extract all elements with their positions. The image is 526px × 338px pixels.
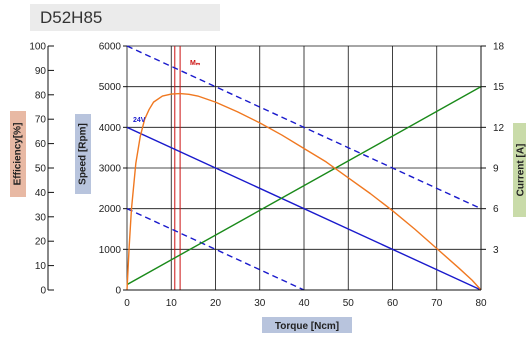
efficiency-tick-label: 40 bbox=[35, 188, 47, 199]
x-tick-label: 60 bbox=[387, 298, 399, 309]
voltage-annotation: 24V bbox=[133, 117, 146, 124]
torque-axis-label-bg bbox=[262, 317, 352, 333]
efficiency-axis-label: Efficiency[%] bbox=[13, 123, 24, 186]
max-efficiency-annotation: Mₘ bbox=[190, 60, 201, 67]
x-tick-label: 30 bbox=[254, 298, 266, 309]
speed-tick-label: 4000 bbox=[99, 123, 122, 134]
speed_upper-line bbox=[126, 45, 482, 210]
x-tick-label: 40 bbox=[298, 298, 310, 309]
x-tick-label: 50 bbox=[343, 298, 355, 309]
speed-axis-label: Speed [Rpm] bbox=[78, 123, 89, 185]
x-tick-label: 10 bbox=[166, 298, 178, 309]
efficiency-tick-label: 0 bbox=[40, 286, 46, 297]
speed_24v-line bbox=[126, 126, 482, 291]
speed-tick-label: 0 bbox=[115, 286, 121, 297]
x-tick-label: 20 bbox=[210, 298, 222, 309]
efficiency-tick-label: 50 bbox=[35, 164, 47, 175]
efficiency-tick-label: 60 bbox=[35, 139, 47, 150]
labels-layer: 0 10 20 30 40 50 60 70 8001000200030004000500060… bbox=[10, 42, 526, 333]
current-axis-label: Current [A] bbox=[516, 144, 526, 197]
data-lines bbox=[126, 45, 482, 291]
speed-tick-label: 5000 bbox=[99, 82, 122, 93]
speed-tick-label: 2000 bbox=[99, 204, 122, 215]
speed-tick-label: 6000 bbox=[99, 42, 122, 53]
current-tick-label: 15 bbox=[493, 82, 505, 93]
efficiency-tick-label: 20 bbox=[35, 237, 47, 248]
torque-axis-label: Torque [Ncm] bbox=[275, 321, 339, 332]
speed-axis-label-bg bbox=[75, 114, 91, 194]
efficiency-tick-label: 90 bbox=[35, 66, 47, 77]
current-tick-label: 6 bbox=[493, 204, 499, 215]
x-tick-label: 70 bbox=[431, 298, 443, 309]
efficiency-tick-label: 70 bbox=[35, 115, 47, 126]
current-axis-label-bg bbox=[513, 123, 526, 217]
efficiency-axis-label-bg bbox=[10, 111, 26, 197]
model-title: D52H85 bbox=[40, 8, 103, 27]
speed-tick-label: 3000 bbox=[99, 164, 122, 175]
speed_lower-line bbox=[126, 208, 305, 291]
current-tick-label: 3 bbox=[493, 245, 499, 256]
efficiency-tick-label: 10 bbox=[35, 261, 47, 272]
current-tick-label: 12 bbox=[493, 123, 505, 134]
x-tick-label: 0 bbox=[124, 298, 130, 309]
title-bar: D52H85 bbox=[30, 4, 220, 31]
efficiency-tick-label: 80 bbox=[35, 90, 47, 101]
efficiency-line bbox=[126, 92, 482, 291]
axes-layer bbox=[47, 45, 486, 291]
current-line bbox=[126, 86, 482, 286]
speed-tick-label: 1000 bbox=[99, 245, 122, 256]
x-tick-label: 80 bbox=[475, 298, 487, 309]
efficiency-tick-label: 30 bbox=[35, 212, 47, 223]
current-tick-label: 9 bbox=[493, 164, 499, 175]
efficiency-tick-label: 100 bbox=[29, 42, 46, 53]
current-tick-label: 18 bbox=[493, 42, 505, 53]
